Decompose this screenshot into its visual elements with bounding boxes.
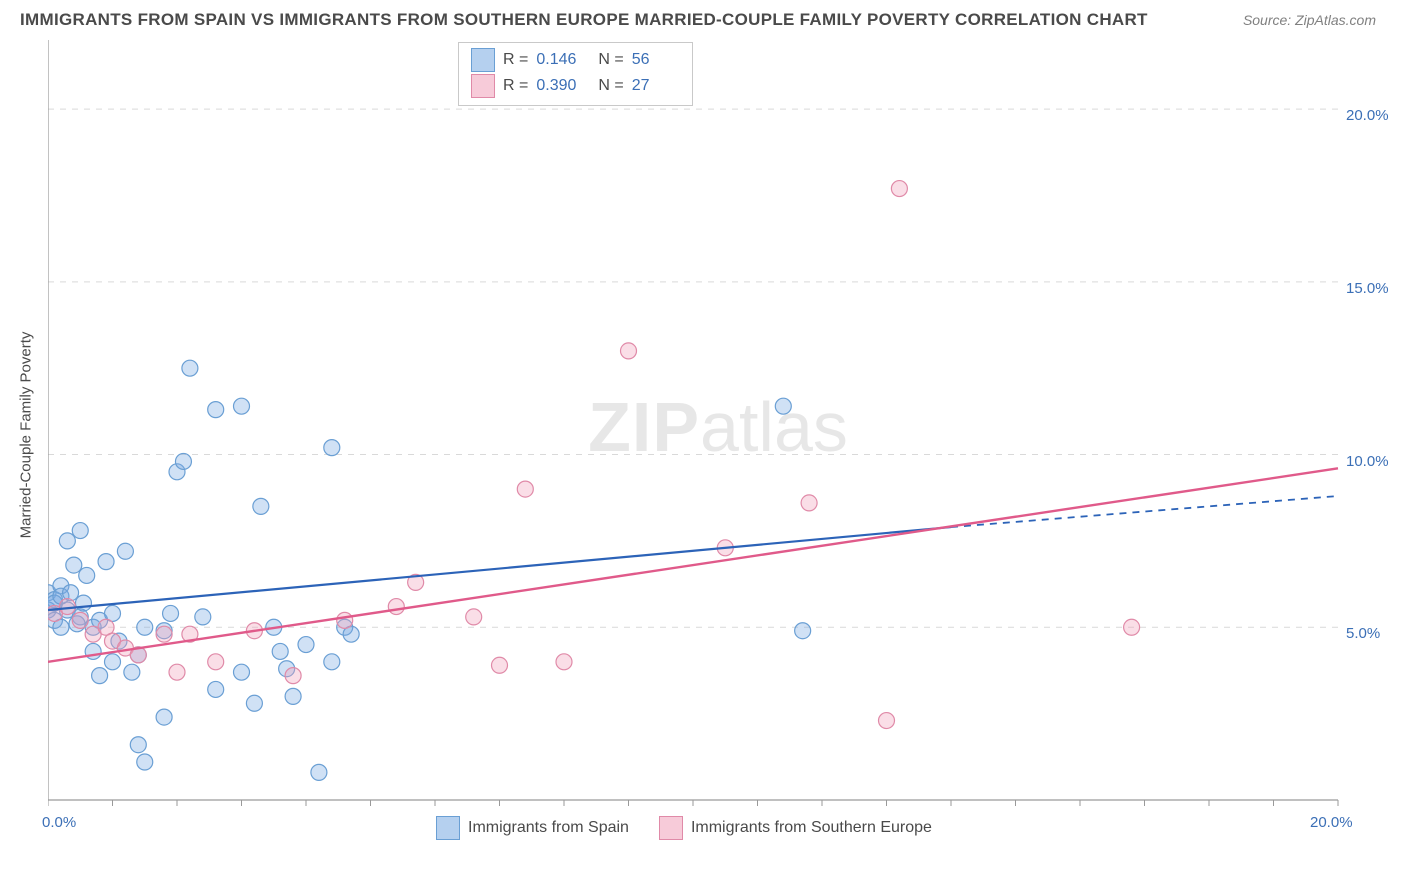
- legend-label: Immigrants from Spain: [468, 819, 629, 837]
- series-swatch: [471, 48, 495, 72]
- header: IMMIGRANTS FROM SPAIN VS IMMIGRANTS FROM…: [0, 0, 1406, 34]
- legend-item: Immigrants from Southern Europe: [659, 816, 932, 840]
- legend: Immigrants from Spain Immigrants from Sou…: [436, 816, 932, 840]
- source-label: Source: ZipAtlas.com: [1243, 12, 1376, 28]
- n-label: N =: [598, 47, 623, 73]
- chart-title: IMMIGRANTS FROM SPAIN VS IMMIGRANTS FROM…: [20, 10, 1148, 30]
- chart-area: Married-Couple Family Poverty ZIPatlas R…: [48, 40, 1388, 830]
- legend-label: Immigrants from Southern Europe: [691, 819, 932, 837]
- r-value: 0.146: [536, 47, 584, 73]
- scatter-plot: [48, 40, 1398, 840]
- stats-row: R = 0.146 N = 56: [471, 47, 680, 73]
- stats-row: R = 0.390 N = 27: [471, 73, 680, 99]
- legend-item: Immigrants from Spain: [436, 816, 629, 840]
- n-label: N =: [598, 73, 623, 99]
- series-swatch: [659, 816, 683, 840]
- x-tick-label: 20.0%: [1310, 814, 1353, 831]
- y-tick-label: 20.0%: [1346, 107, 1389, 124]
- r-label: R =: [503, 47, 528, 73]
- series-swatch: [471, 74, 495, 98]
- y-tick-label: 15.0%: [1346, 280, 1389, 297]
- series-swatch: [436, 816, 460, 840]
- y-tick-label: 5.0%: [1346, 625, 1380, 642]
- stats-box: R = 0.146 N = 56 R = 0.390 N = 27: [458, 42, 693, 106]
- y-axis-label: Married-Couple Family Poverty: [18, 332, 35, 539]
- y-tick-label: 10.0%: [1346, 453, 1389, 470]
- n-value: 56: [632, 47, 680, 73]
- r-value: 0.390: [536, 73, 584, 99]
- x-tick-label: 0.0%: [42, 814, 76, 831]
- r-label: R =: [503, 73, 528, 99]
- n-value: 27: [632, 73, 680, 99]
